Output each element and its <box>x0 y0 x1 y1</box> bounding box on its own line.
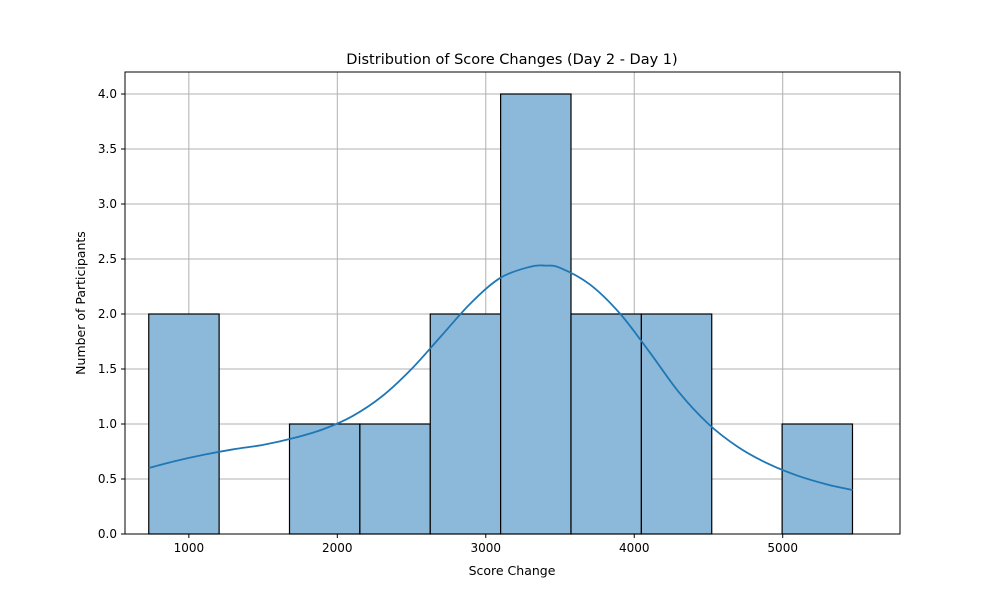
y-tick-label: 1.0 <box>98 417 117 431</box>
kde-curve <box>148 264 853 491</box>
x-tick-label: 4000 <box>619 541 650 555</box>
y-tick-label: 1.5 <box>98 362 117 376</box>
histogram-bar <box>429 313 502 535</box>
histogram-bar <box>288 423 361 535</box>
x-tick-label: 1000 <box>174 541 205 555</box>
histogram-bar <box>500 93 572 535</box>
y-axis-label: Number of Participants <box>73 231 88 375</box>
plot-frame <box>124 71 901 535</box>
histogram-bar <box>148 313 220 535</box>
y-tick-label: 4.0 <box>98 87 117 101</box>
y-tick-label: 3.5 <box>98 142 117 156</box>
y-tick-label: 0.0 <box>98 527 117 541</box>
kde-curve-layer <box>148 264 853 491</box>
x-tick-label: 2000 <box>322 541 353 555</box>
x-tick-label: 3000 <box>471 541 502 555</box>
y-tick-label: 2.5 <box>98 252 117 266</box>
histogram-bar <box>640 313 713 535</box>
histogram-bar <box>781 423 854 535</box>
y-tick-label: 0.5 <box>98 472 117 486</box>
y-tick-label: 2.0 <box>98 307 117 321</box>
x-axis-label: Score Change <box>469 563 556 578</box>
x-axis-ticks: 1000 2000 3000 4000 5000 <box>174 534 798 555</box>
chart-title: Distribution of Score Changes (Day 2 - D… <box>346 52 677 68</box>
x-tick-label: 5000 <box>767 541 798 555</box>
histogram-bar <box>359 423 431 535</box>
y-tick-label: 3.0 <box>98 197 117 211</box>
histogram-bar <box>570 313 642 535</box>
histogram-bars <box>148 93 854 535</box>
y-axis-ticks: 0.0 0.5 1.0 1.5 2.0 2.5 3.0 3.5 4.0 <box>98 87 125 541</box>
